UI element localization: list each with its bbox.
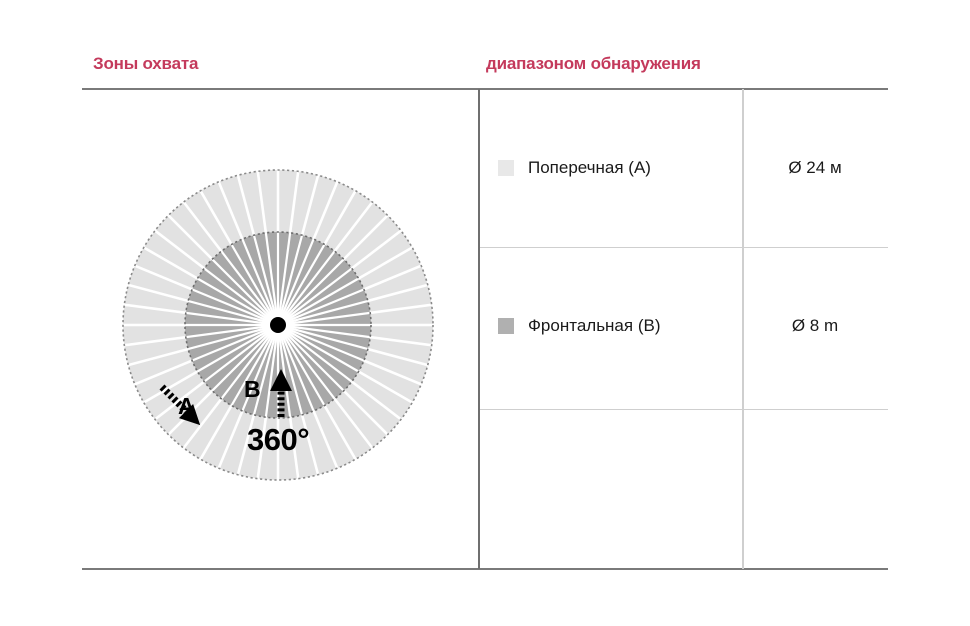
table-column-divider [742, 89, 744, 569]
table-row: Поперечная (A) [498, 158, 651, 178]
zone-a-arrow-icon [159, 384, 201, 426]
table-row-divider-2 [480, 409, 888, 410]
table-row: Фронтальная (B) [498, 316, 660, 336]
table-main-divider [478, 89, 480, 569]
diagram-label-angle: 360° [247, 422, 310, 457]
zone-value-frontal: Ø 8 m [791, 316, 839, 335]
diagram-arrow-layer [159, 369, 292, 426]
zone-label-frontal: Фронтальная (B) [528, 316, 661, 335]
table-top-border [82, 88, 888, 90]
light-gray-square-icon [498, 160, 514, 176]
table-bottom-border [82, 568, 888, 570]
zone-value-transverse: Ø 24 м [788, 158, 842, 177]
zone-label-transverse: Поперечная (A) [528, 158, 651, 177]
page-title-detection-range: диапазоном обнаружения [486, 54, 701, 73]
table-row-divider-1 [480, 247, 888, 248]
medium-gray-square-icon [498, 318, 514, 334]
zone-b-arrow-icon [270, 369, 292, 417]
diagram-label-b: B [244, 376, 261, 402]
page-title-coverage-zones: Зоны охвата [93, 54, 199, 73]
diagram-label-a: A [178, 393, 195, 419]
coverage-zones-radar-diagram [118, 165, 438, 485]
